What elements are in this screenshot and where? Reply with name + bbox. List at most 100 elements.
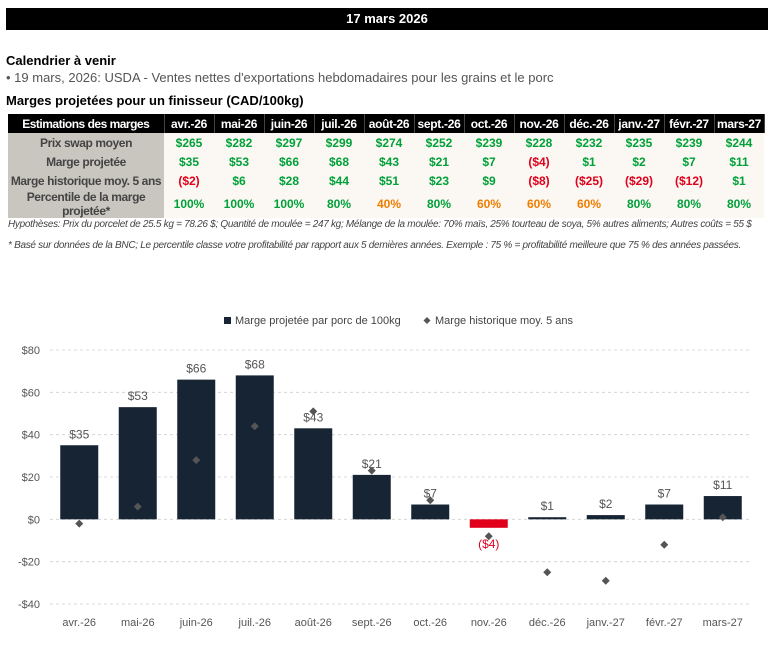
percentile-footnote: * Basé sur données de la BNC; Le percent… — [8, 240, 741, 251]
table-cell: 40% — [364, 190, 414, 218]
y-tick-label: $40 — [22, 430, 40, 442]
month-header: mai-26 — [214, 114, 265, 133]
legend-label: Marge projetée par porc de 100kg — [235, 315, 401, 327]
x-tick-label: avr.-26 — [62, 617, 96, 629]
month-header: oct.-26 — [464, 114, 515, 133]
month-header: juin-26 — [264, 114, 315, 133]
table-cell: $1 — [564, 152, 614, 171]
history-marker — [75, 519, 84, 528]
table-cell: $239 — [464, 133, 514, 152]
y-tick-label: $0 — [28, 514, 40, 526]
month-header: nov.-26 — [514, 114, 565, 133]
bar-value-label: $66 — [186, 362, 206, 376]
table-cell: $51 — [364, 171, 414, 190]
table-cell: ($4) — [514, 152, 564, 171]
table-cell: ($2) — [164, 171, 214, 190]
x-tick-label: mai-26 — [121, 617, 155, 629]
bar — [294, 428, 333, 520]
table-cell: $239 — [664, 133, 714, 152]
x-tick-label: sept.-26 — [352, 617, 392, 629]
table-cell: $9 — [464, 171, 514, 190]
y-tick-label: $20 — [22, 472, 40, 484]
table-cell: 60% — [514, 190, 564, 218]
history-marker — [250, 422, 259, 431]
x-tick-label: juil.-26 — [238, 617, 271, 629]
table-cell: $297 — [264, 133, 314, 152]
bar-value-label: $7 — [658, 487, 672, 501]
bar — [352, 474, 391, 520]
table-cell: $43 — [364, 152, 414, 171]
month-header: déc.-26 — [564, 114, 615, 133]
margins-title: Marges projetées pour un finisseur (CAD/… — [6, 93, 304, 108]
month-header: mars-27 — [714, 114, 765, 133]
x-tick-label: mars-27 — [703, 617, 743, 629]
legend-diamond-swatch — [423, 317, 431, 324]
history-marker — [601, 576, 610, 585]
history-marker — [660, 540, 669, 549]
history-marker — [133, 502, 142, 511]
history-marker — [426, 496, 435, 505]
table-cell: $282 — [214, 133, 264, 152]
table-cell: 60% — [464, 190, 514, 218]
table-cell: $265 — [164, 133, 214, 152]
table-cell: $23 — [414, 171, 464, 190]
bar-value-label: $11 — [713, 478, 732, 492]
x-tick-label: août-26 — [295, 617, 332, 629]
table-cell: $53 — [214, 152, 264, 171]
table-cell: $228 — [514, 133, 564, 152]
month-header: avr.-26 — [164, 114, 215, 133]
table-corner-header: Estimations des marges — [8, 114, 165, 133]
x-tick-label: janv.-27 — [586, 617, 625, 629]
table-cell: $11 — [714, 152, 764, 171]
table-cell: 80% — [314, 190, 364, 218]
bar — [645, 504, 684, 520]
table-row: Prix swap moyen $265 $282 $297 $299 $274 $252 $… — [8, 133, 764, 152]
month-header: juil.-26 — [314, 114, 365, 133]
table-cell: 100% — [164, 190, 214, 218]
table-cell: $35 — [164, 152, 214, 171]
table-cell: $44 — [314, 171, 364, 190]
bar-value-label: $43 — [303, 410, 323, 424]
table-cell: $235 — [614, 133, 664, 152]
bar — [411, 504, 450, 520]
month-header: janv.-27 — [614, 114, 665, 133]
month-header: sept.-26 — [414, 114, 465, 133]
y-tick-label: -$20 — [18, 557, 40, 569]
table-cell: ($12) — [664, 171, 714, 190]
table-cell: $299 — [314, 133, 364, 152]
x-tick-label: févr.-27 — [646, 617, 683, 629]
bar-value-label: $2 — [599, 497, 613, 511]
bar-value-label: $68 — [245, 357, 265, 371]
hypotheses-note: Hypothèses: Prix du porcelet de 25.5 kg … — [8, 219, 752, 230]
table-row: Percentile de la marge projetée* 100% 100%… — [8, 190, 764, 218]
y-tick-label: $80 — [22, 345, 40, 357]
legend-bar-swatch — [224, 317, 231, 324]
history-marker — [543, 568, 552, 577]
bar — [469, 519, 508, 528]
table-cell: $28 — [264, 171, 314, 190]
row-label: Prix swap moyen — [8, 133, 164, 152]
table-cell: 80% — [614, 190, 664, 218]
table-cell: 80% — [664, 190, 714, 218]
table-cell: 80% — [414, 190, 464, 218]
bar — [60, 445, 99, 520]
table-cell: ($8) — [514, 171, 564, 190]
month-header: août-26 — [364, 114, 415, 133]
bar-value-label: $1 — [541, 499, 555, 513]
y-tick-label: -$40 — [18, 599, 40, 611]
bar — [118, 407, 157, 520]
table-cell: 100% — [264, 190, 314, 218]
date-banner: 17 mars 2026 — [6, 8, 768, 30]
y-tick-label: $60 — [22, 387, 40, 399]
table-cell: $7 — [464, 152, 514, 171]
margins-table: Estimations des marges avr.-26 mai-26 juin-… — [8, 114, 765, 218]
calendar-title: Calendrier à venir — [6, 53, 116, 68]
table-cell: $66 — [264, 152, 314, 171]
table-cell: ($25) — [564, 171, 614, 190]
table-cell: $7 — [664, 152, 714, 171]
table-cell: 60% — [564, 190, 614, 218]
table-cell: $1 — [714, 171, 764, 190]
row-label: Marge projetée — [8, 152, 164, 171]
history-marker — [367, 466, 376, 475]
history-marker — [309, 407, 318, 416]
